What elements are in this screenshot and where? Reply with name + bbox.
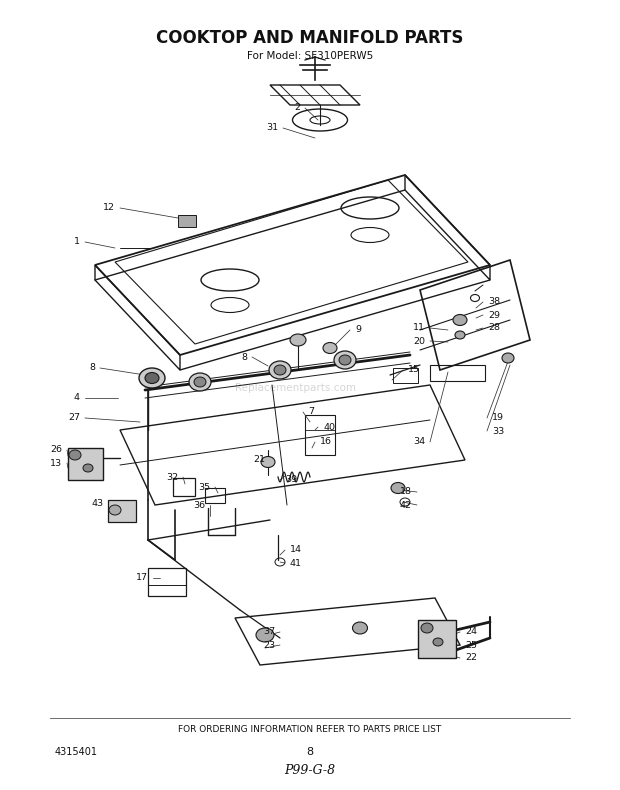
Text: 43: 43	[92, 498, 104, 507]
Text: 20: 20	[413, 337, 425, 345]
Ellipse shape	[502, 353, 514, 363]
Ellipse shape	[145, 373, 159, 383]
Ellipse shape	[261, 457, 275, 468]
Text: 2: 2	[294, 103, 300, 112]
Ellipse shape	[274, 365, 286, 375]
Bar	[148, 568, 186, 596]
Text: 15: 15	[408, 366, 420, 374]
Text: 16: 16	[320, 438, 332, 446]
Ellipse shape	[421, 623, 433, 633]
Ellipse shape	[391, 483, 405, 494]
Bar	[393, 368, 418, 383]
Text: 22: 22	[465, 653, 477, 663]
Bar	[68, 448, 103, 480]
Bar	[305, 415, 335, 455]
Text: 35: 35	[198, 483, 210, 491]
Text: FOR ORDERING INFORMATION REFER TO PARTS PRICE LIST: FOR ORDERING INFORMATION REFER TO PARTS …	[179, 725, 441, 735]
Ellipse shape	[339, 355, 351, 365]
Text: Replacementparts.com: Replacementparts.com	[234, 383, 355, 393]
Text: 40: 40	[323, 423, 335, 431]
Bar	[418, 620, 456, 658]
Ellipse shape	[139, 368, 165, 388]
Ellipse shape	[83, 464, 93, 472]
Text: 4: 4	[74, 393, 80, 402]
Ellipse shape	[189, 373, 211, 391]
Ellipse shape	[433, 638, 443, 646]
Text: 13: 13	[50, 458, 62, 468]
Ellipse shape	[453, 314, 467, 325]
Text: 36: 36	[193, 501, 205, 510]
Text: 9: 9	[355, 325, 361, 334]
Text: 11: 11	[413, 323, 425, 333]
Bar	[430, 365, 485, 381]
Ellipse shape	[109, 505, 121, 515]
Text: 27: 27	[68, 413, 80, 423]
Ellipse shape	[194, 377, 206, 387]
Text: 17: 17	[136, 574, 148, 582]
Text: 32: 32	[166, 472, 178, 481]
Ellipse shape	[269, 361, 291, 379]
Text: 39: 39	[285, 476, 297, 484]
Text: 18: 18	[400, 487, 412, 496]
Text: 31: 31	[266, 123, 278, 133]
Text: 7: 7	[308, 408, 314, 416]
Text: 8: 8	[89, 363, 95, 373]
Text: 1: 1	[74, 238, 80, 246]
Text: COOKTOP AND MANIFOLD PARTS: COOKTOP AND MANIFOLD PARTS	[156, 29, 464, 47]
Ellipse shape	[69, 450, 81, 460]
Text: 33: 33	[492, 427, 504, 435]
Ellipse shape	[334, 351, 356, 369]
Text: 26: 26	[50, 446, 62, 454]
Text: 41: 41	[290, 559, 302, 567]
Bar	[205, 488, 225, 503]
Text: 21: 21	[253, 456, 265, 465]
Text: 28: 28	[488, 323, 500, 333]
Ellipse shape	[256, 628, 274, 642]
Text: 4315401: 4315401	[55, 747, 98, 757]
Text: 24: 24	[465, 627, 477, 637]
Ellipse shape	[290, 334, 306, 346]
Text: 12: 12	[103, 204, 115, 213]
Text: 25: 25	[465, 641, 477, 649]
Text: 34: 34	[413, 438, 425, 446]
Bar	[173, 478, 195, 496]
Text: 8: 8	[306, 747, 314, 757]
Ellipse shape	[353, 622, 368, 634]
Bar	[178, 215, 196, 227]
Text: For Model: SF310PERW5: For Model: SF310PERW5	[247, 51, 373, 61]
Text: P99-G-8: P99-G-8	[285, 763, 335, 777]
Ellipse shape	[323, 343, 337, 353]
Text: 38: 38	[488, 298, 500, 307]
Text: 19: 19	[492, 413, 504, 423]
Text: 42: 42	[400, 501, 412, 510]
Ellipse shape	[455, 331, 465, 339]
Text: 14: 14	[290, 546, 302, 555]
Bar	[108, 500, 136, 522]
Text: 37: 37	[263, 627, 275, 637]
Text: 8: 8	[241, 352, 247, 362]
Text: 23: 23	[263, 641, 275, 649]
Text: 29: 29	[488, 310, 500, 319]
